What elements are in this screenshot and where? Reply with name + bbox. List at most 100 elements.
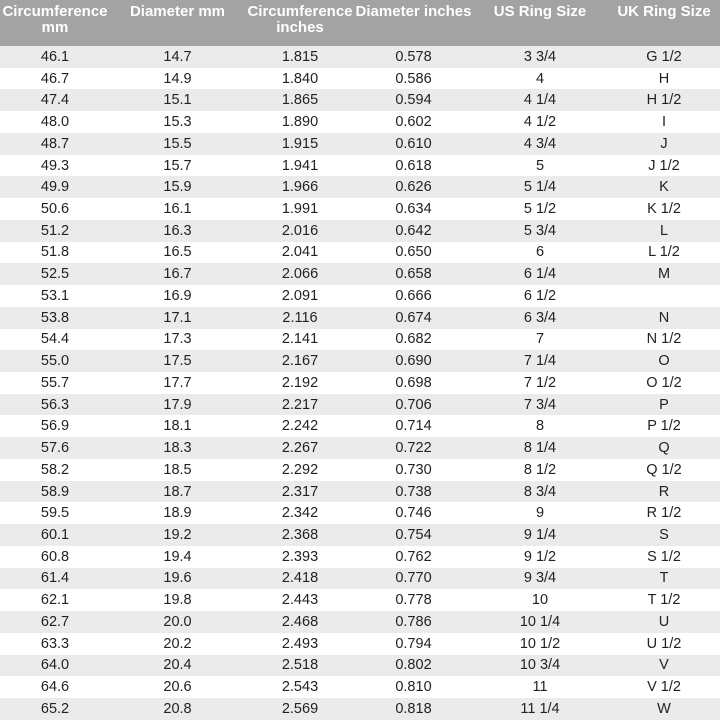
- cell: 53.8: [40, 309, 70, 326]
- cell: 61.4: [40, 570, 70, 587]
- cell: 50.6: [40, 201, 70, 217]
- cell: 53.1: [40, 287, 70, 304]
- cell: 7 3/4: [523, 396, 557, 413]
- cell: U 1/2: [646, 635, 682, 652]
- cell: 19.6: [163, 570, 192, 587]
- table-row: 47.4 15.1 1.865 0.594 4 1/4 H 1/2: [0, 89, 720, 112]
- cell: 56.3: [40, 396, 70, 413]
- cell: 15.1: [163, 92, 192, 109]
- cell: K 1/2: [647, 201, 681, 217]
- cell: 0.746: [395, 505, 432, 522]
- cell: N: [658, 309, 670, 326]
- cell: 64.0: [40, 657, 70, 674]
- cell: J: [660, 135, 668, 152]
- table-row: 61.4 19.6 2.418 0.770 9 3/4 T: [0, 567, 720, 590]
- cell: 17.1: [163, 309, 192, 326]
- table-row: 53.8 17.1 2.116 0.674 6 3/4 N: [0, 306, 720, 329]
- cell: 0.610: [395, 135, 432, 152]
- cell: U: [658, 613, 670, 630]
- column-header: Circumference inches: [247, 3, 353, 36]
- table-row: 59.5 18.9 2.342 0.746 9 R 1/2: [0, 502, 720, 524]
- cell: 5 1/4: [523, 179, 557, 196]
- cell: P: [659, 396, 669, 413]
- table-row: 56.9 18.1 2.242 0.714 8 P 1/2: [0, 415, 720, 437]
- cell: T 1/2: [647, 592, 681, 609]
- cell: 58.2: [40, 461, 70, 478]
- cell: 0.698: [395, 374, 432, 391]
- table-row: 64.6 20.6 2.543 0.810 11 V 1/2: [0, 676, 720, 698]
- cell: 16.3: [163, 222, 192, 239]
- cell: R 1/2: [646, 505, 682, 522]
- cell: M: [657, 266, 671, 283]
- cell: 1.915: [281, 135, 319, 152]
- table-row: 56.3 17.9 2.217 0.706 7 3/4 P: [0, 393, 720, 416]
- cell: 58.9: [40, 483, 70, 500]
- cell: K: [659, 179, 669, 196]
- cell: 1.991: [281, 201, 319, 217]
- cell: 2.217: [281, 396, 319, 413]
- cell: 6 3/4: [523, 309, 557, 326]
- cell: G 1/2: [646, 48, 682, 65]
- table-row: 55.7 17.7 2.192 0.698 7 1/2 O 1/2: [0, 372, 720, 394]
- cell: 2.468: [281, 613, 319, 630]
- cell: 18.9: [163, 505, 192, 522]
- header-row: Circumference mm Diameter mm Circumference…: [0, 0, 720, 46]
- cell: 0.730: [395, 461, 432, 478]
- cell: 8: [535, 418, 545, 435]
- cell: O 1/2: [646, 374, 682, 391]
- cell: 5 1/2: [523, 201, 557, 217]
- cell: 2.518: [281, 657, 319, 674]
- cell: 59.5: [40, 505, 70, 522]
- cell: 0.802: [395, 657, 432, 674]
- cell: 0.714: [395, 418, 432, 435]
- cell: 2.368: [281, 527, 319, 544]
- cell: 1.966: [281, 179, 319, 196]
- cell: 1.865: [281, 92, 319, 109]
- cell: 57.6: [40, 440, 70, 457]
- cell: 0.594: [395, 92, 432, 109]
- cell: 49.3: [40, 157, 70, 174]
- cell: 16.5: [163, 244, 192, 261]
- column-header: UK Ring Size: [617, 3, 711, 20]
- cell: 7 1/2: [523, 374, 557, 391]
- table-row: 49.9 15.9 1.966 0.626 5 1/4 K: [0, 176, 720, 199]
- cell: 54.4: [40, 331, 70, 348]
- cell: 0.634: [395, 201, 432, 217]
- cell: N 1/2: [646, 331, 682, 348]
- cell: 1.840: [281, 70, 319, 87]
- cell: 56.9: [40, 418, 70, 435]
- cell: H: [658, 70, 670, 87]
- cell: 6 1/4: [523, 266, 557, 283]
- table-row: 57.6 18.3 2.267 0.722 8 1/4 Q: [0, 437, 720, 459]
- cell: 2.041: [281, 244, 319, 261]
- cell: 4 1/4: [523, 92, 557, 109]
- cell: 0.794: [395, 635, 432, 652]
- cell: 4 1/2: [523, 114, 557, 131]
- cell: 2.418: [281, 570, 319, 587]
- cell: 17.7: [163, 374, 192, 391]
- cell: 2.267: [281, 440, 319, 457]
- cell: 2.393: [281, 548, 319, 565]
- cell: 0.738: [395, 483, 432, 500]
- cell: W: [657, 700, 671, 717]
- cell: 17.5: [163, 353, 192, 370]
- cell: 51.2: [40, 222, 70, 239]
- cell: L: [659, 222, 669, 239]
- cell: 9 3/4: [523, 570, 557, 587]
- cell: 2.066: [281, 266, 319, 283]
- cell: 60.8: [40, 548, 70, 565]
- cell: 0.762: [395, 548, 432, 565]
- cell: 11: [532, 679, 548, 696]
- cell: 48.0: [40, 114, 70, 131]
- cell: 0.666: [395, 287, 432, 304]
- cell: V 1/2: [647, 679, 681, 696]
- cell: 9 1/2: [523, 548, 557, 565]
- table-row: 53.1 16.9 2.091 0.666 6 1/2: [0, 285, 720, 307]
- cell: 49.9: [40, 179, 70, 196]
- table-row: 62.1 19.8 2.443 0.778 10 T 1/2: [0, 589, 720, 611]
- cell: 2.141: [281, 331, 319, 348]
- cell: 19.8: [163, 592, 192, 609]
- cell: 2.317: [281, 483, 319, 500]
- table-row: 60.8 19.4 2.393 0.762 9 1/2 S 1/2: [0, 546, 720, 568]
- cell: L 1/2: [648, 244, 680, 261]
